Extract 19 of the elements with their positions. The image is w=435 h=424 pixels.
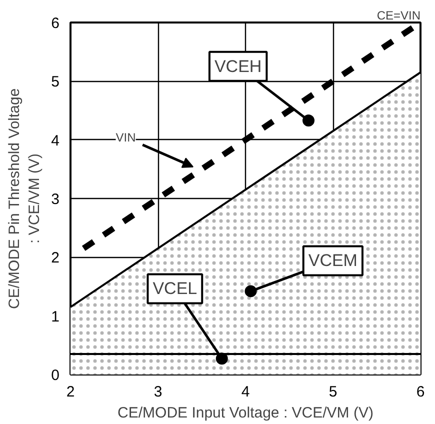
y-tick-label: 6 — [51, 15, 60, 32]
y-tick-label: 5 — [51, 74, 60, 91]
y-tick-label: 2 — [51, 250, 60, 267]
x-tick-label: 3 — [154, 384, 162, 400]
x-axis-title: CE/MODE Input Voltage : VCE/VM (V) — [118, 404, 374, 422]
y-tick-label: 0 — [51, 367, 60, 384]
x-tick-label: 5 — [328, 384, 338, 400]
annotation: VCEH — [214, 56, 262, 76]
y-tick-label: 3 — [51, 191, 60, 208]
annotation: VCEM — [308, 251, 358, 270]
y-axis-title: CE/MODE Pin Threshold Voltage : VCE/VM (V) — [6, 88, 44, 309]
x-tick-label: 2 — [66, 384, 75, 400]
x-tick-label: 6 — [416, 384, 425, 400]
annotation: VIN — [116, 130, 136, 144]
x-tick-label: 4 — [241, 384, 250, 400]
annotation: VCEL — [152, 279, 198, 298]
annotation: CE=VIN — [376, 8, 421, 22]
y-tick-label: 1 — [51, 308, 60, 326]
y-tick-label: 4 — [51, 132, 60, 150]
